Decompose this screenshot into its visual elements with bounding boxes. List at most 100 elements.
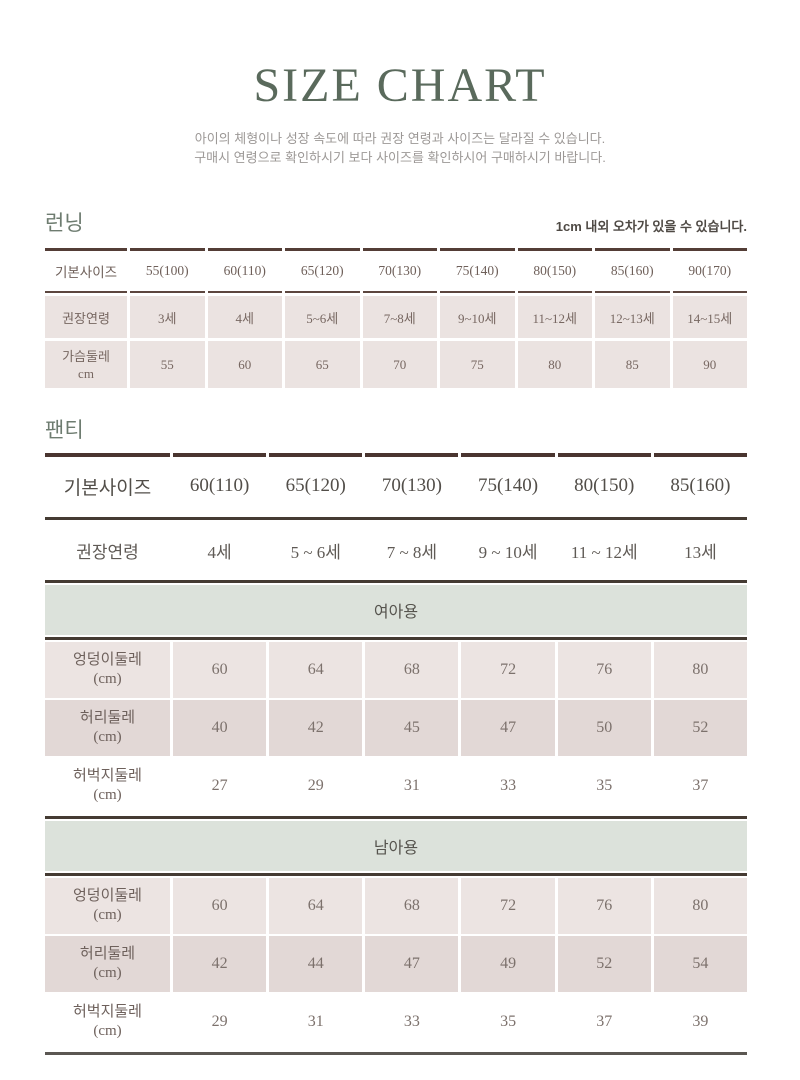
running-age-cell: 5~6세: [285, 296, 360, 338]
running-header-cell: 90(170): [672, 248, 747, 293]
divider-line: [45, 517, 747, 520]
running-age-cell: 12~13세: [595, 296, 670, 338]
boys-thigh-cell: 37: [557, 994, 651, 1050]
running-header-cell: 75(140): [440, 248, 515, 293]
running-section-title: 런닝: [45, 212, 84, 235]
panty-header-cell: 80(150): [557, 453, 651, 515]
boys-waist-cell: 54: [653, 936, 747, 992]
girls-waist-cell: 40: [173, 700, 267, 756]
girls-hip-cell: 60: [173, 642, 267, 698]
row-label-unit: (cm): [93, 729, 122, 745]
girls-hip-cell: 72: [461, 642, 555, 698]
girls-hip-cell: 64: [269, 642, 363, 698]
running-header-cell: 80(150): [517, 248, 592, 293]
girls-thigh-cell: 33: [461, 758, 555, 814]
boys-hip-cell: 64: [269, 878, 363, 934]
running-chest-cell: 85: [595, 341, 670, 388]
boys-waist-cell: 47: [365, 936, 459, 992]
girls-waist-cell: 52: [653, 700, 747, 756]
girls-thigh-cell: 35: [557, 758, 651, 814]
running-age-cell: 3세: [130, 296, 205, 338]
page-header: SIZE CHART 아이의 체형이나 성장 속도에 따라 권장 연령과 사이즈…: [0, 0, 800, 167]
girls-waist-cell: 45: [365, 700, 459, 756]
boys-thigh-cell: 33: [365, 994, 459, 1050]
divider-line: [45, 873, 747, 876]
boys-thigh-cell: 35: [461, 994, 555, 1050]
running-age-cell: 9~10세: [440, 296, 515, 338]
running-chest-label: 가슴둘레 cm: [45, 341, 127, 388]
panty-age-cell: 7 ~ 8세: [365, 522, 459, 578]
girls-waist-cell: 47: [461, 700, 555, 756]
running-chest-cell: 90: [672, 341, 747, 388]
row-label-unit: (cm): [93, 787, 122, 803]
running-age-cell: 14~15세: [672, 296, 747, 338]
panty-header-cell: 85(160): [653, 453, 747, 515]
boys-hip-cell: 80: [653, 878, 747, 934]
running-chest-cell: 65: [285, 341, 360, 388]
panty-age-cell: 11 ~ 12세: [557, 522, 651, 578]
running-age-label: 권장연령: [45, 296, 127, 338]
row-label-text: 허벅지둘레: [72, 1004, 142, 1020]
running-header-cell: 60(110): [207, 248, 282, 293]
panty-age-cell: 5 ~ 6세: [269, 522, 363, 578]
girls-thigh-cell: 37: [653, 758, 747, 814]
running-chest-cell: 80: [517, 341, 592, 388]
divider-line: [45, 637, 747, 640]
row-label-text: 허벅지둘레: [72, 768, 142, 784]
panty-age-cell: 9 ~ 10세: [461, 522, 555, 578]
girls-waist-label: 허리둘레 (cm): [45, 700, 170, 756]
row-label-text: 허리둘레: [79, 946, 136, 962]
running-section: 런닝 1cm 내외 오차가 있을 수 있습니다. 기본사이즈 55(100) 6…: [45, 207, 747, 388]
girls-thigh-cell: 31: [365, 758, 459, 814]
boys-hip-cell: 68: [365, 878, 459, 934]
running-age-cell: 7~8세: [362, 296, 437, 338]
girls-thigh-cell: 27: [173, 758, 267, 814]
divider-line: [45, 580, 747, 583]
bottom-line: [45, 1052, 747, 1055]
boys-thigh-cell: 31: [269, 994, 363, 1050]
girls-hip-cell: 80: [653, 642, 747, 698]
girls-thigh-cell: 29: [269, 758, 363, 814]
boys-waist-cell: 49: [461, 936, 555, 992]
girls-hip-label: 엉덩이둘레 (cm): [45, 642, 170, 698]
boys-thigh-label: 허벅지둘레 (cm): [45, 994, 170, 1050]
running-header-cell: 85(160): [595, 248, 670, 293]
boys-waist-cell: 44: [269, 936, 363, 992]
panty-age-label: 권장연령: [45, 522, 170, 578]
running-chest-label-text: 가슴둘레: [62, 348, 110, 364]
running-size-table: 기본사이즈 55(100) 60(110) 65(120) 70(130) 75…: [45, 248, 747, 388]
girls-waist-cell: 42: [269, 700, 363, 756]
panty-header-cell: 기본사이즈: [45, 453, 170, 515]
boys-band: 남아용: [45, 821, 747, 871]
running-chest-cell: 60: [207, 341, 282, 388]
panty-size-table: 기본사이즈 60(110) 65(120) 70(130) 75(140) 80…: [45, 453, 747, 1055]
boys-hip-cell: 60: [173, 878, 267, 934]
panty-section: 팬티 기본사이즈 60(110) 65(120) 70(130) 75(140)…: [45, 414, 747, 1055]
row-label-text: 허리둘레: [79, 710, 136, 726]
tolerance-note: 1cm 내외 오차가 있을 수 있습니다.: [555, 219, 747, 234]
girls-thigh-label: 허벅지둘레 (cm): [45, 758, 170, 814]
panty-section-head: 팬티: [45, 414, 747, 444]
boys-waist-cell: 52: [557, 936, 651, 992]
panty-age-cell: 4세: [173, 522, 267, 578]
boys-hip-label: 엉덩이둘레 (cm): [45, 878, 170, 934]
panty-header-cell: 65(120): [269, 453, 363, 515]
running-chest-cell: 70: [362, 341, 437, 388]
girls-band: 여아용: [45, 585, 747, 635]
row-label-unit: (cm): [93, 1023, 122, 1039]
running-section-head: 런닝 1cm 내외 오차가 있을 수 있습니다.: [45, 207, 747, 237]
page-title: SIZE CHART: [253, 59, 547, 112]
boys-hip-cell: 76: [557, 878, 651, 934]
running-header-cell: 기본사이즈: [45, 248, 127, 293]
boys-thigh-cell: 39: [653, 994, 747, 1050]
boys-waist-cell: 42: [173, 936, 267, 992]
row-label-unit: (cm): [93, 671, 122, 687]
subtitle-line-2: 구매시 연령으로 확인하시기 보다 사이즈를 확인하시어 구매하시기 바랍니다.: [194, 150, 606, 165]
girls-waist-cell: 50: [557, 700, 651, 756]
panty-header-cell: 75(140): [461, 453, 555, 515]
running-header-cell: 65(120): [285, 248, 360, 293]
girls-hip-cell: 68: [365, 642, 459, 698]
running-header-cell: 70(130): [362, 248, 437, 293]
subtitle-line-1: 아이의 체형이나 성장 속도에 따라 권장 연령과 사이즈는 달라질 수 있습니…: [194, 131, 606, 146]
